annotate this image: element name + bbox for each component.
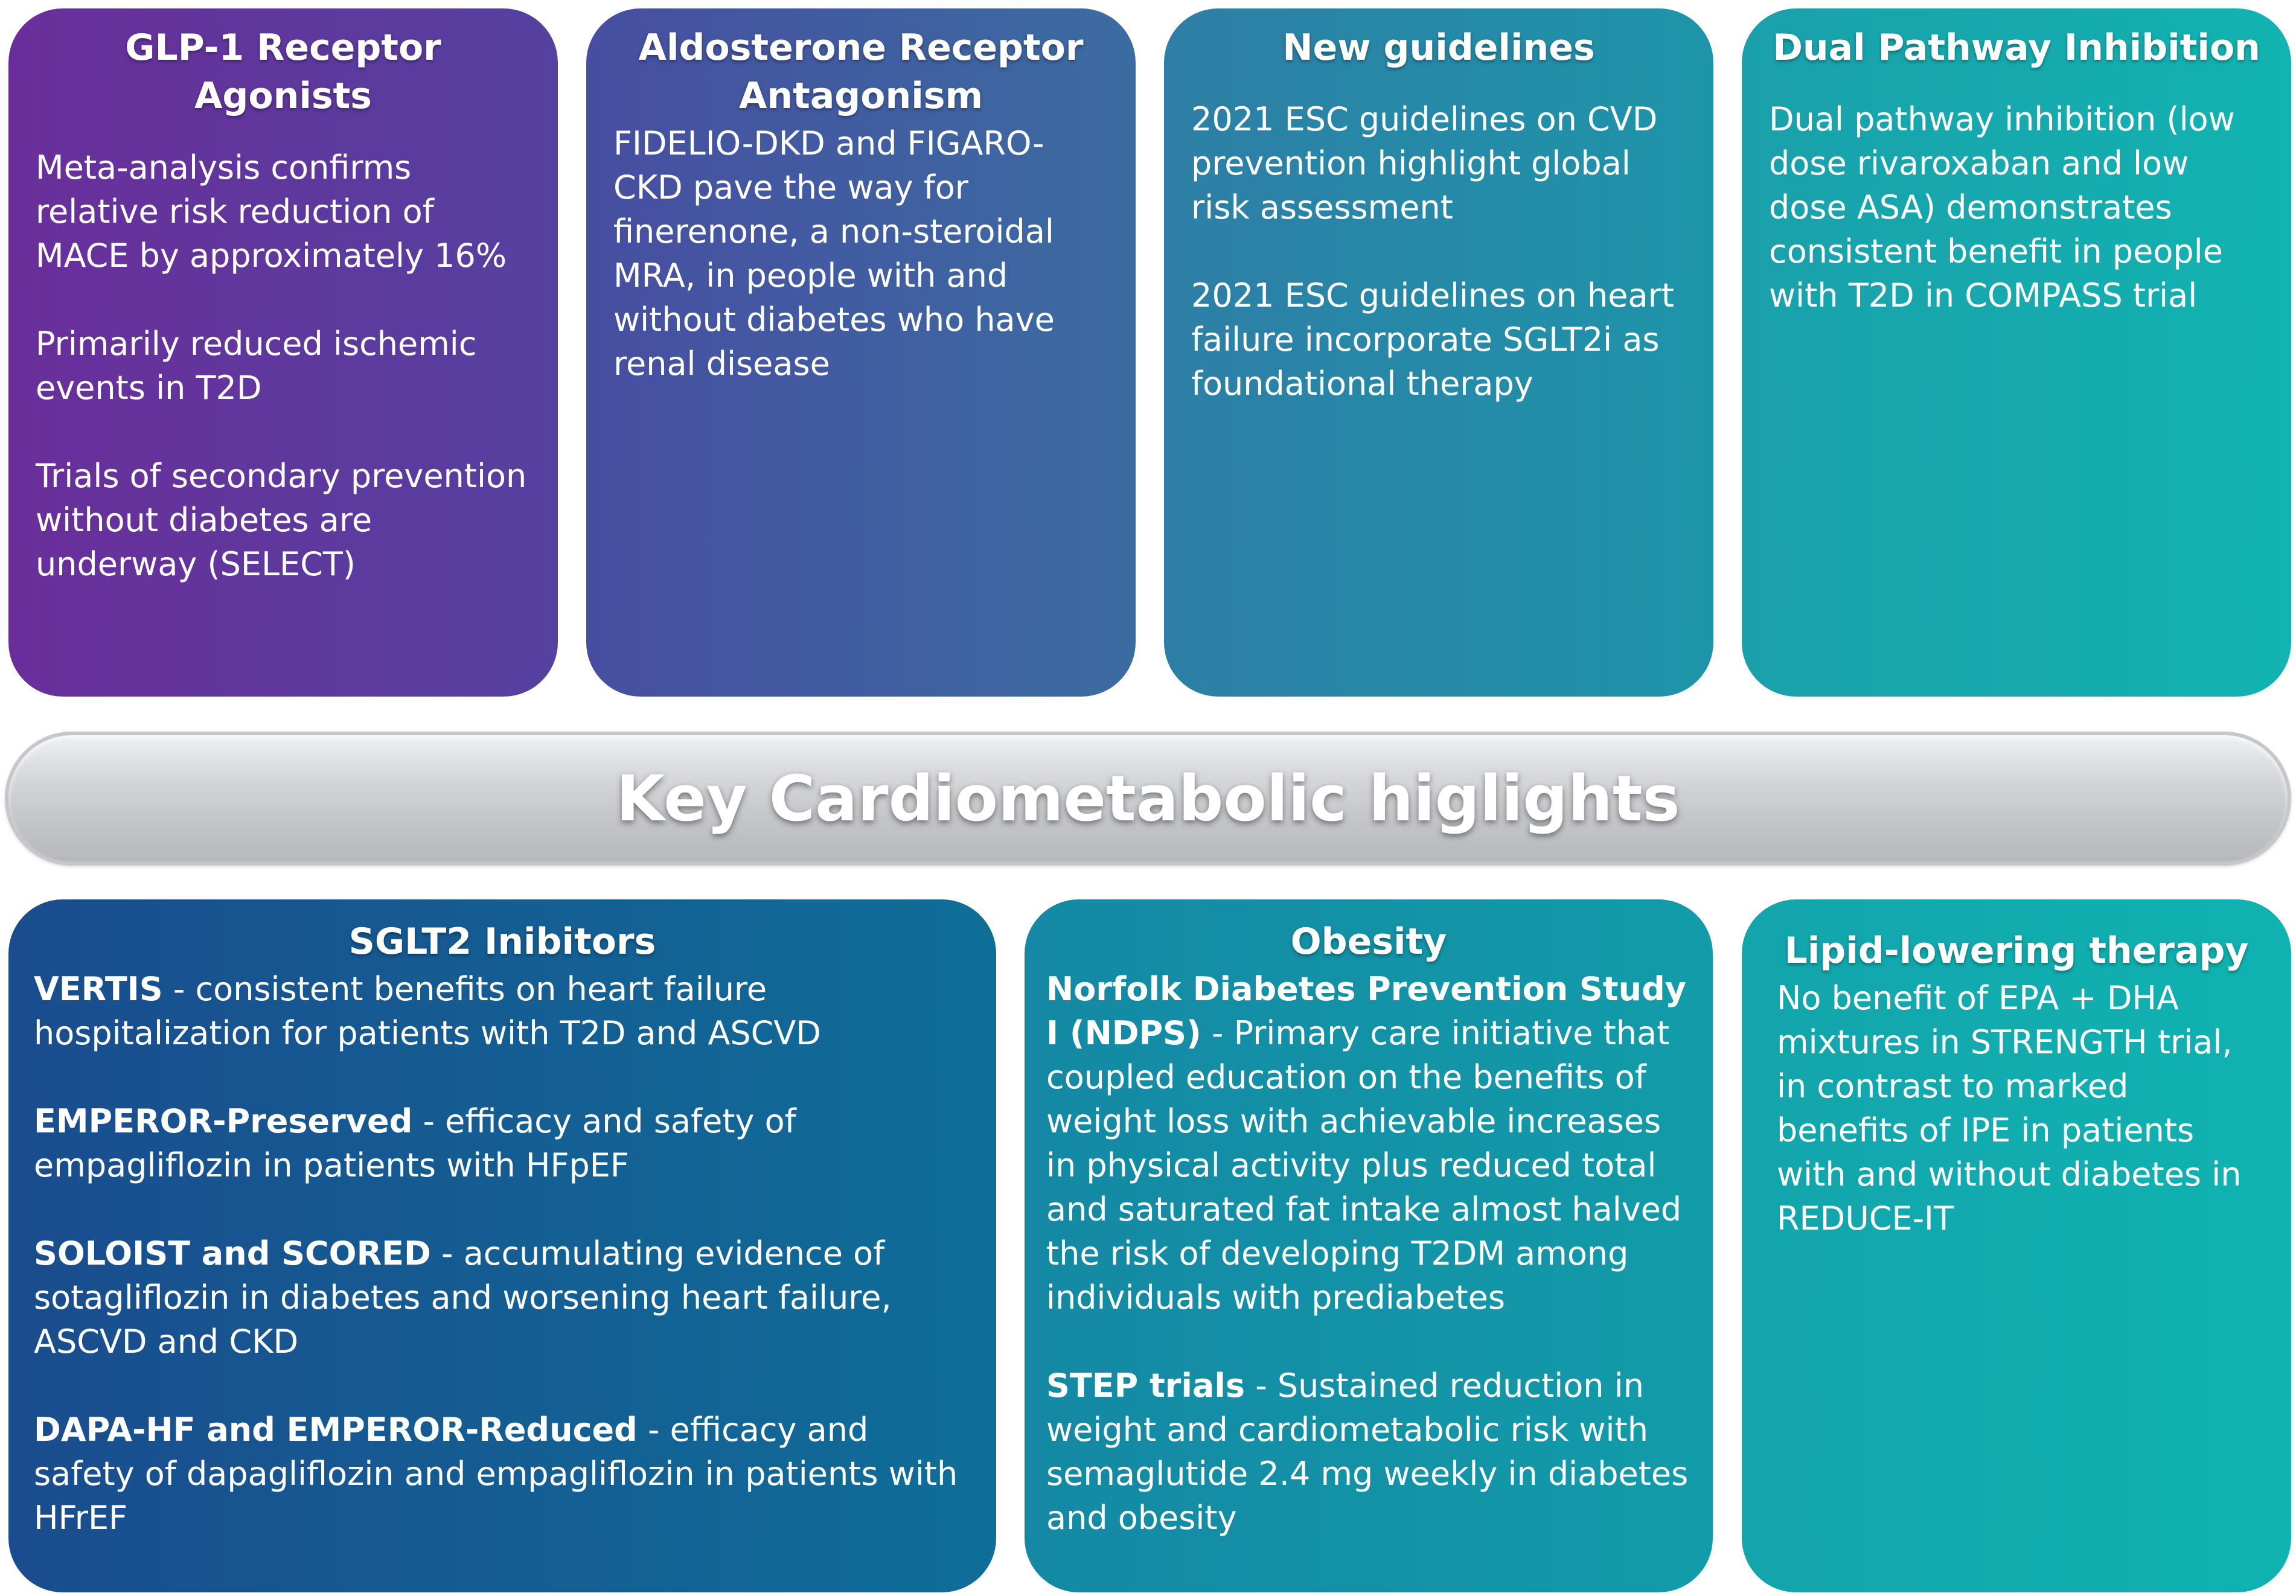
trial-name: EMPEROR-Preserved bbox=[34, 1102, 413, 1140]
card-paragraph: No benefit of EPA + DHA mixtures in STRE… bbox=[1777, 979, 2242, 1237]
card-lipid-lowering-therapy: Lipid-lowering therapy No benefit of EPA… bbox=[1742, 899, 2291, 1592]
card-glp1-receptor-agonists: GLP-1 Receptor Agonists Meta-analysis co… bbox=[8, 8, 558, 697]
card-paragraph: Primarily reduced ischemic events in T2D bbox=[36, 325, 477, 407]
list-item: VERTIS - consistent benefits on heart fa… bbox=[34, 967, 971, 1055]
highlights-banner: Key Cardiometabolic higlights bbox=[5, 732, 2291, 866]
trial-name: STEP trials bbox=[1046, 1367, 1246, 1405]
trial-description: - accumulating evidence of sotagliflozin… bbox=[34, 1234, 892, 1361]
card-title: Dual Pathway Inhibition bbox=[1773, 27, 2260, 69]
card-title: New guidelines bbox=[1282, 27, 1595, 69]
card-title: Lipid-lowering therapy bbox=[1784, 930, 2249, 972]
list-item: Norfolk Diabetes Prevention Study I (NDP… bbox=[1046, 967, 1691, 1320]
list-item: EMPEROR-Preserved - efficacy and safety … bbox=[34, 1099, 971, 1187]
card-title: Aldosterone Receptor Antagonism bbox=[638, 27, 1084, 117]
card-title: SGLT2 Inibitors bbox=[348, 921, 656, 963]
trial-description: - consistent benefits on heart failure h… bbox=[34, 970, 821, 1052]
card-paragraph: Dual pathway inhibition (low dose rivaro… bbox=[1769, 100, 2235, 314]
list-item: DAPA-HF and EMPEROR-Reduced - efficacy a… bbox=[34, 1408, 971, 1540]
card-new-guidelines: New guidelines 2021 ESC guidelines on CV… bbox=[1164, 8, 1713, 697]
card-paragraph: FIDELIO-DKD and FIGARO-CKD pave the way … bbox=[613, 124, 1055, 383]
card-obesity: Obesity Norfolk Diabetes Prevention Stud… bbox=[1025, 899, 1713, 1592]
trial-description: - Sustained reduction in weight and card… bbox=[1046, 1367, 1689, 1537]
list-item: STEP trials - Sustained reduction in wei… bbox=[1046, 1364, 1691, 1540]
trial-description: - efficacy and safety of dapagliflozin a… bbox=[34, 1411, 958, 1537]
trial-description: - Primary care initiative that coupled e… bbox=[1046, 1014, 1682, 1317]
card-sglt2-inhibitors: SGLT2 Inibitors VERTIS - consistent bene… bbox=[8, 899, 996, 1592]
card-title: GLP-1 Receptor Agonists bbox=[125, 27, 441, 117]
list-item: SOLOIST and SCORED - accumulating eviden… bbox=[34, 1231, 971, 1364]
card-paragraph: Meta-analysis confirms relative risk red… bbox=[36, 148, 507, 275]
trial-name: VERTIS bbox=[34, 970, 163, 1008]
trial-description: - efficacy and safety of empagliflozin i… bbox=[34, 1102, 796, 1184]
trial-name: DAPA-HF and EMPEROR-Reduced bbox=[34, 1411, 638, 1449]
card-title: Obesity bbox=[1290, 921, 1447, 963]
trial-name: Norfolk Diabetes Prevention Study I (NDP… bbox=[1046, 970, 1686, 1052]
card-aldosterone-receptor-antagonism: Aldosterone Receptor Antagonism FIDELIO-… bbox=[586, 8, 1136, 697]
card-paragraph: 2021 ESC guidelines on heart failure inc… bbox=[1191, 276, 1674, 403]
card-dual-pathway-inhibition: Dual Pathway Inhibition Dual pathway inh… bbox=[1742, 8, 2291, 697]
card-paragraph: 2021 ESC guidelines on CVD prevention hi… bbox=[1191, 100, 1658, 226]
trial-name: SOLOIST and SCORED bbox=[34, 1234, 431, 1272]
banner-title: Key Cardiometabolic higlights bbox=[616, 762, 1680, 835]
card-paragraph: Trials of secondary prevention without d… bbox=[36, 457, 527, 583]
